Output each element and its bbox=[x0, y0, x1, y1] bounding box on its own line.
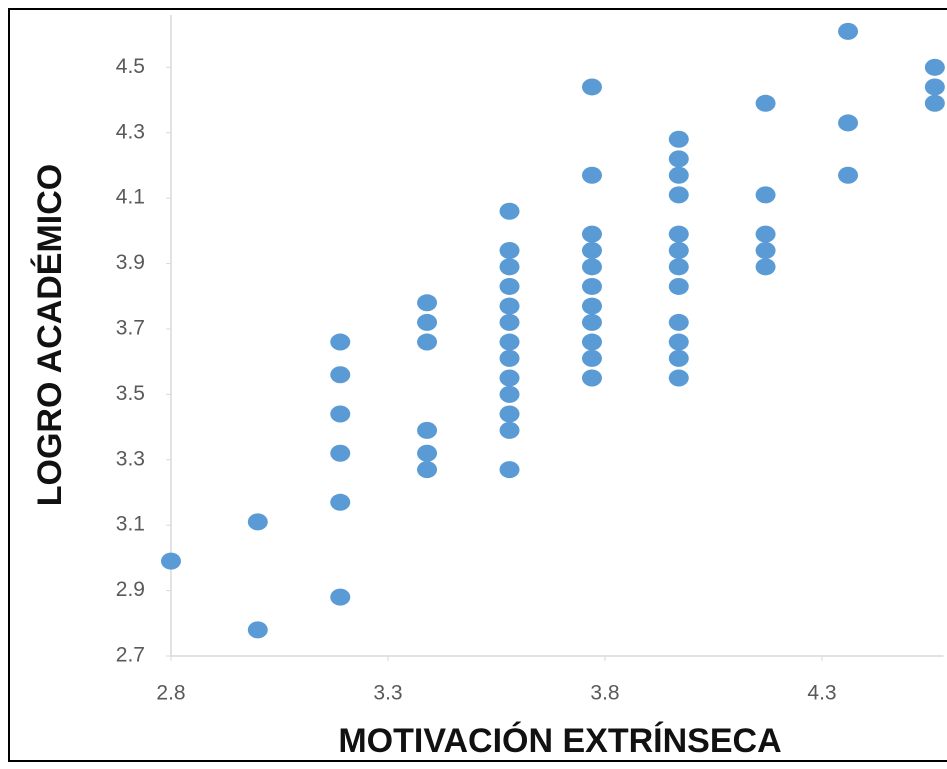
point bbox=[668, 313, 689, 331]
point bbox=[417, 313, 438, 331]
point bbox=[499, 241, 520, 259]
point bbox=[581, 78, 602, 96]
x-tick-label: 3.3 bbox=[373, 682, 402, 705]
frame bbox=[8, 8, 947, 762]
point bbox=[581, 333, 602, 351]
point bbox=[499, 461, 520, 479]
point bbox=[581, 297, 602, 315]
point bbox=[499, 202, 520, 220]
point bbox=[499, 277, 520, 295]
point bbox=[330, 333, 351, 351]
point bbox=[581, 277, 602, 295]
point bbox=[330, 405, 351, 423]
point bbox=[838, 166, 859, 184]
point bbox=[247, 621, 268, 639]
point bbox=[755, 258, 776, 276]
point bbox=[247, 513, 268, 531]
point bbox=[581, 166, 602, 184]
point bbox=[161, 552, 181, 570]
y-tick-label: 2.7 bbox=[116, 644, 145, 667]
point bbox=[581, 313, 602, 331]
point bbox=[755, 241, 776, 259]
point bbox=[499, 385, 520, 403]
point bbox=[330, 444, 351, 462]
point bbox=[499, 333, 520, 351]
point bbox=[417, 421, 438, 439]
point bbox=[330, 366, 351, 384]
y-axis-title: LOGRO ACADÉMICO bbox=[31, 164, 69, 507]
y-tick-label: 3.1 bbox=[116, 513, 145, 536]
point bbox=[417, 333, 438, 351]
point bbox=[838, 22, 859, 40]
point bbox=[668, 186, 689, 204]
point bbox=[924, 58, 945, 76]
point bbox=[417, 461, 438, 479]
point bbox=[417, 294, 438, 312]
y-tick-label: 4.1 bbox=[116, 186, 145, 209]
point bbox=[924, 78, 945, 96]
point bbox=[668, 166, 689, 184]
point bbox=[755, 225, 776, 243]
point bbox=[499, 258, 520, 276]
point bbox=[330, 493, 351, 511]
point bbox=[417, 444, 438, 462]
point bbox=[499, 421, 520, 439]
x-tick-label: 4.3 bbox=[807, 682, 836, 705]
point bbox=[755, 94, 776, 112]
y-tick-label: 2.9 bbox=[116, 578, 145, 601]
point bbox=[838, 114, 859, 132]
point bbox=[668, 258, 689, 276]
y-tick-label: 3.3 bbox=[116, 447, 145, 470]
point bbox=[499, 405, 520, 423]
point bbox=[668, 241, 689, 259]
point bbox=[330, 588, 351, 606]
point bbox=[499, 313, 520, 331]
point bbox=[668, 349, 689, 367]
y-tick-label: 3.5 bbox=[116, 382, 145, 405]
point bbox=[668, 277, 689, 295]
point bbox=[581, 369, 602, 387]
point bbox=[581, 225, 602, 243]
point bbox=[668, 150, 689, 168]
point bbox=[668, 333, 689, 351]
point bbox=[499, 349, 520, 367]
point bbox=[668, 225, 689, 243]
point bbox=[581, 241, 602, 259]
point bbox=[581, 349, 602, 367]
y-tick-label: 4.3 bbox=[116, 120, 145, 143]
point bbox=[499, 369, 520, 387]
point bbox=[924, 94, 945, 112]
point bbox=[668, 130, 689, 148]
y-tick-label: 4.5 bbox=[116, 55, 145, 78]
point bbox=[755, 186, 776, 204]
point bbox=[581, 258, 602, 276]
point bbox=[499, 297, 520, 315]
x-tick-label: 3.8 bbox=[590, 682, 619, 705]
x-axis-title: MOTIVACIÓN EXTRÍNSECA bbox=[338, 722, 781, 760]
point bbox=[668, 369, 689, 387]
x-tick-label: 2.8 bbox=[156, 682, 185, 705]
y-tick-label: 3.9 bbox=[116, 251, 145, 274]
y-tick-label: 3.7 bbox=[116, 317, 145, 340]
